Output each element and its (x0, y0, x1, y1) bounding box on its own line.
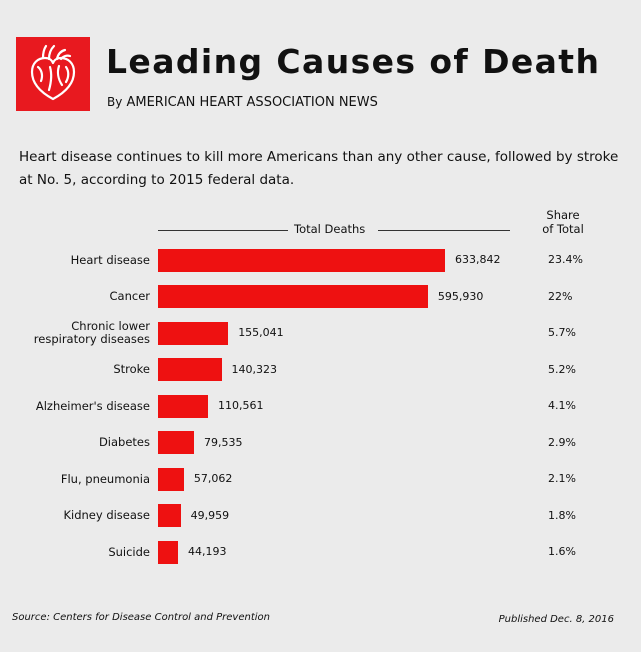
page-title: Leading Causes of Death (106, 42, 601, 81)
bar (158, 248, 445, 272)
logo-badge (16, 37, 90, 111)
axis-title-rule-left (158, 230, 288, 231)
value-label: 49,959 (190, 508, 230, 522)
category-label: Diabetes (99, 436, 150, 449)
share-header-line1: Share (546, 208, 580, 222)
category-label-line: Heart disease (70, 252, 150, 267)
category-label-line: Diabetes (98, 435, 150, 449)
category-label-line: respiratory diseases (33, 332, 150, 346)
share-label: 23.4% (548, 253, 583, 266)
value-label: 633,842 (455, 253, 501, 266)
value-label: 57,062 (193, 472, 233, 485)
value-label: 595,930 (437, 289, 484, 303)
category-label: Stroke (113, 363, 150, 376)
category-label: Alzheimer's disease (35, 398, 150, 413)
bar (158, 467, 184, 491)
bar (158, 358, 222, 381)
bar (158, 504, 181, 527)
category-label: Cancer (110, 290, 151, 303)
category-label-line: Kidney disease (63, 508, 150, 522)
bar (158, 540, 178, 564)
category-label: Kidney disease (63, 509, 150, 522)
category-label-line: Suicide (108, 544, 150, 559)
share-header-line2: of Total (542, 222, 584, 236)
category-label: Flu, pneumonia (60, 471, 150, 486)
value-label: 44,193 (188, 545, 227, 558)
category-label-line: Flu, pneumonia (60, 471, 150, 486)
share-label: 1.6% (548, 545, 576, 558)
value-label: 155,041 (238, 326, 284, 339)
share-label: 5.7% (548, 326, 576, 339)
share-label: 1.8% (548, 508, 576, 522)
byline-source: AMERICAN HEART ASSOCIATION NEWS (126, 95, 378, 110)
category-label: Suicide (108, 544, 150, 559)
value-label: 79,535 (204, 435, 243, 449)
bar (158, 285, 428, 308)
axis-title-rule-right (378, 230, 510, 231)
value-label: 110,561 (218, 399, 264, 412)
share-label: 2.9% (548, 435, 576, 449)
category-label-line: Chronic lower (71, 319, 150, 333)
byline-prefix: By (107, 95, 123, 109)
heart-icon (30, 44, 76, 101)
share-label: 5.2% (548, 362, 576, 376)
category-label-line: Alzheimer's disease (35, 398, 150, 413)
share-label: 4.1% (548, 399, 576, 412)
source-note: Source: Centers for Disease Control and … (12, 612, 270, 623)
bar (158, 394, 209, 418)
bar (158, 431, 194, 454)
published-date: Published Dec. 8, 2016 (498, 614, 614, 625)
share-label: 22% (548, 289, 573, 303)
category-label: Chronic lower respiratory diseases (34, 320, 150, 346)
category-label: Heart disease (70, 252, 150, 267)
category-label-line: Cancer (109, 289, 151, 303)
category-label-line: Stroke (113, 362, 150, 376)
share-label: 2.1% (548, 472, 576, 485)
value-label: 140,323 (231, 362, 278, 376)
byline: By AMERICAN HEART ASSOCIATION NEWS (107, 92, 378, 113)
chart-subtitle: Heart disease continues to kill more Ame… (19, 149, 619, 188)
x-axis-label: Total Deaths (294, 222, 366, 236)
bar (158, 321, 229, 345)
share-column-header: Share of Total (528, 208, 598, 236)
